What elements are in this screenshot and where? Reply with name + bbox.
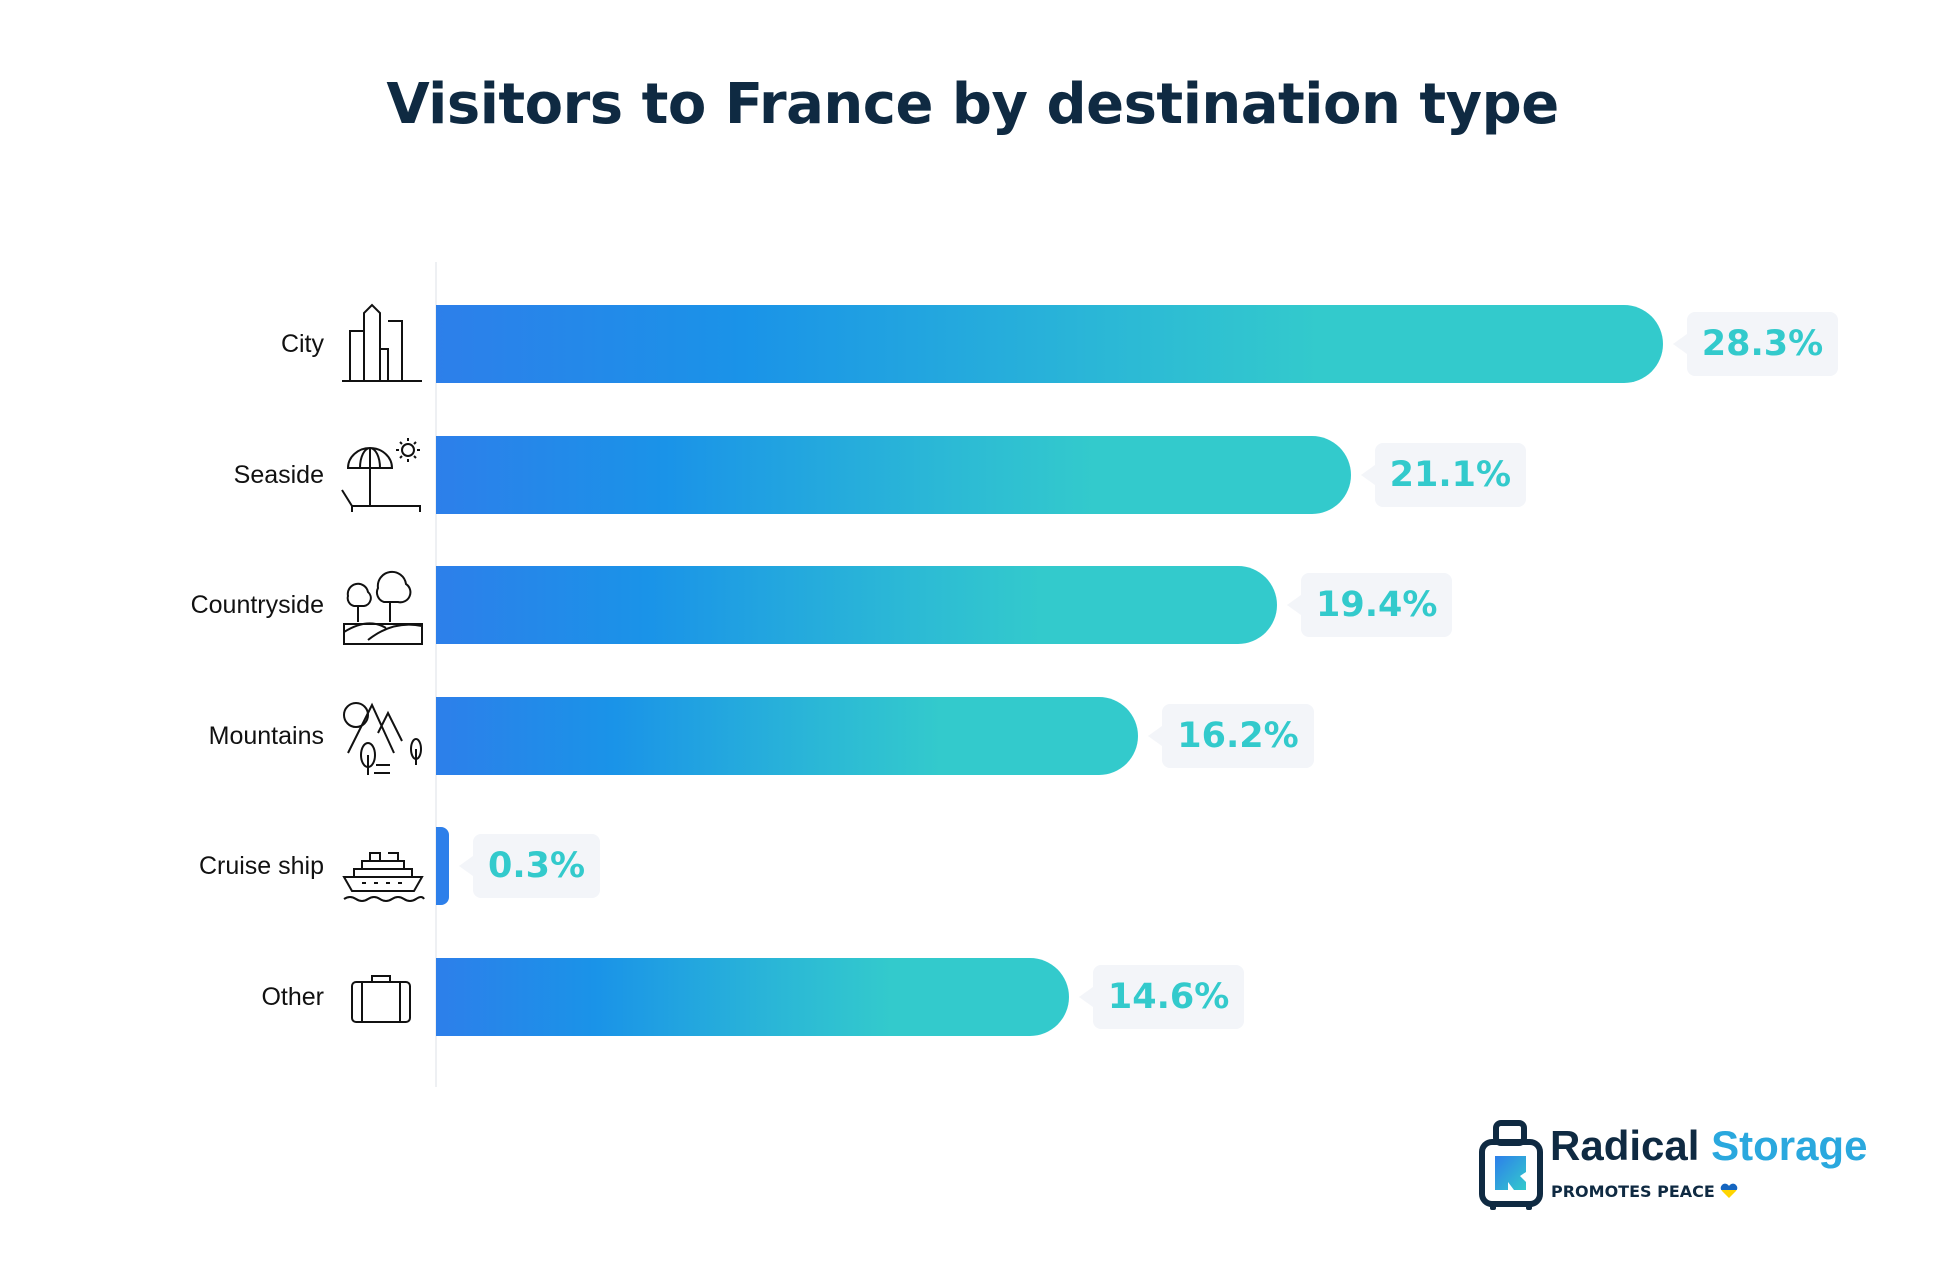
bar [436,435,1351,514]
bar [436,696,1139,775]
suitcase-logo-icon [1479,1120,1543,1210]
value-label: 16.2% [1148,703,1314,768]
bar-row: Mountains 16.2% [0,696,1945,775]
value-label: 0.3% [458,834,601,898]
category-label: Mountains [208,721,324,750]
logo-name: Radical Storage [1550,1122,1867,1170]
value-label: 14.6% [1078,964,1245,1029]
cruise-ship-icon [342,852,425,902]
category-label: Countryside [190,591,324,619]
bar-row: Countryside 19.4% [0,566,1945,645]
bar [436,305,1663,383]
y-axis-line [435,262,437,1087]
bar [436,957,1069,1036]
trees-icon [343,570,423,645]
ukraine-heart-icon [1721,1183,1738,1198]
bar-row: Seaside 21.1% [0,435,1945,514]
logo-tagline: PROMOTES PEACE [1551,1182,1738,1201]
value-label: 21.1% [1360,442,1527,507]
logo-tagline-text: PROMOTES PEACE [1551,1182,1715,1201]
category-label: Seaside [233,460,324,489]
suitcase-icon [351,974,411,1023]
chart-title: Visitors to France by destination type [386,72,1559,137]
category-label: Cruise ship [198,852,324,880]
logo-name-radical: Radical [1550,1122,1700,1169]
radical-storage-logo: Radical Storage PROMOTES PEACE [1478,1120,1918,1212]
bar-row: Cruise ship 0.3% [0,827,1945,905]
bar [436,566,1277,644]
value-label: 28.3% [1672,312,1839,376]
mountains-icon [343,701,422,775]
city-buildings-icon [342,303,422,382]
logo-name-storage: Storage [1711,1122,1868,1169]
bar-row: City 28.3% [0,303,1945,383]
category-label: City [280,330,324,358]
bar-row: Other 14.6% [0,957,1945,1036]
value-label: 19.4% [1286,573,1453,637]
beach-umbrella-icon [341,437,421,512]
bar [436,827,449,905]
category-label: Other [261,982,324,1011]
